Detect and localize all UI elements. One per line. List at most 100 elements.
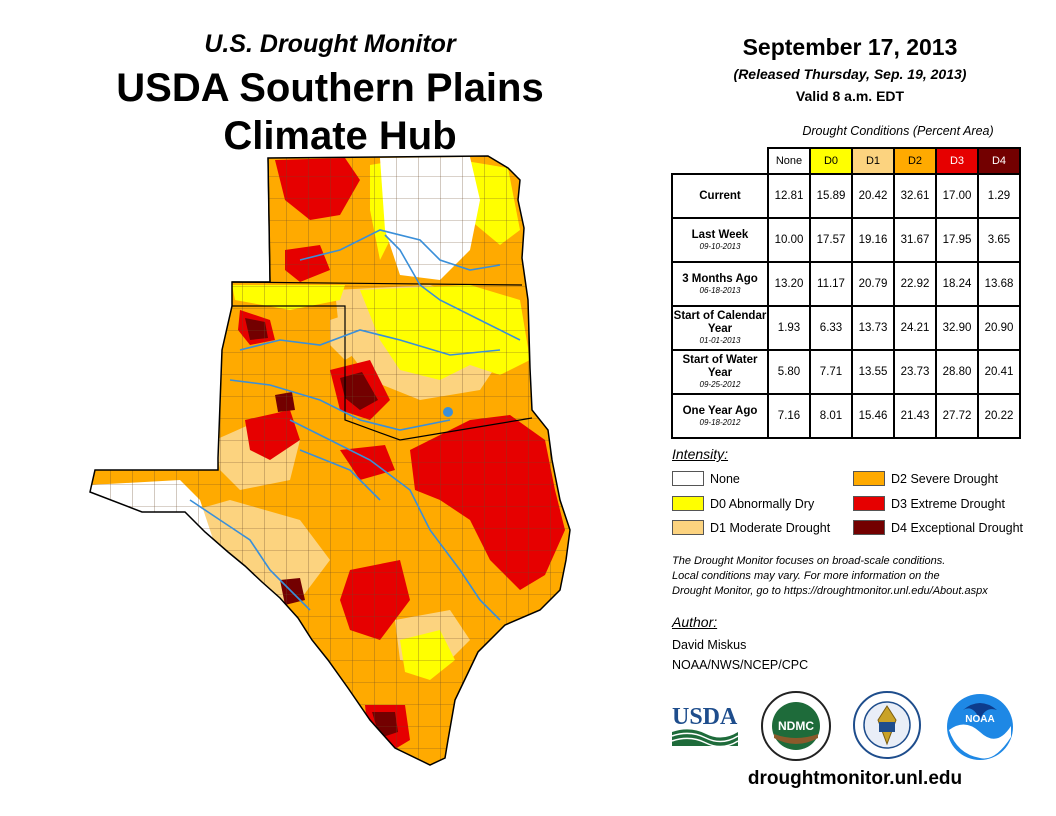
table-row-current: Current 12.81 15.89 20.42 32.61 17.00 1.… xyxy=(671,173,1021,219)
row-label-date: 06-18-2013 xyxy=(699,285,741,295)
lake-texoma xyxy=(443,407,453,417)
table-cell: 20.41 xyxy=(977,349,1021,395)
note-line: Local conditions may vary. For more info… xyxy=(672,570,940,582)
map-title-line1: USDA Southern Plains xyxy=(116,66,544,110)
legend-swatch xyxy=(853,496,885,511)
table-cell: 21.43 xyxy=(893,393,937,439)
legend-item-d2: D2 Severe Drought xyxy=(853,471,998,486)
drought-conditions-table: None D0 D1 D2 D3 D4 Current 12.81 15.89 … xyxy=(671,147,1021,439)
row-label: Current xyxy=(671,173,769,219)
table-cell: 3.65 xyxy=(977,217,1021,263)
note-line: The Drought Monitor focuses on broad-sca… xyxy=(672,555,946,567)
legend-title: Intensity: xyxy=(672,446,729,462)
row-label: Last Week 09-10-2013 xyxy=(671,217,769,263)
valid-time: Valid 8 a.m. EDT xyxy=(795,88,905,104)
row-label-text: Start of Calendar Year xyxy=(673,310,767,335)
table-cell: 32.61 xyxy=(893,173,937,219)
river-canadian xyxy=(239,329,501,356)
table-cell: 5.80 xyxy=(767,349,811,395)
noaa-logo-icon: NOAA xyxy=(947,694,1013,760)
rivers xyxy=(189,229,521,621)
website-url[interactable]: droughtmonitor.unl.edu xyxy=(747,768,963,789)
region-outline xyxy=(89,155,571,766)
row-label-date: 09-18-2012 xyxy=(699,417,741,427)
river-arkansas xyxy=(384,234,521,341)
column-header-none: None xyxy=(767,147,811,175)
river-red xyxy=(229,379,451,431)
legend-label: D4 Exceptional Drought xyxy=(891,520,1024,535)
row-label-text: Last Week xyxy=(691,228,749,241)
table-cell: 1.29 xyxy=(977,173,1021,219)
column-header-d4: D4 xyxy=(977,147,1021,175)
river-colorado xyxy=(299,449,381,501)
row-label: 3 Months Ago 06-18-2013 xyxy=(671,261,769,307)
oklahoma-texas-border xyxy=(232,305,533,441)
table-cell: 17.95 xyxy=(935,217,979,263)
legend-label: D0 Abnormally Dry xyxy=(710,496,815,511)
table-cell: 10.00 xyxy=(767,217,811,263)
table-cell: 8.01 xyxy=(809,393,853,439)
table-row-last-week: Last Week 09-10-2013 10.00 17.57 19.16 31… xyxy=(671,217,1021,263)
kansas-oklahoma-border-west xyxy=(232,157,271,283)
table-cell: 28.80 xyxy=(935,349,979,395)
row-label-text: 3 Months Ago xyxy=(682,272,758,285)
table-cell: 13.55 xyxy=(851,349,895,395)
row-label-date: 09-10-2013 xyxy=(699,241,741,251)
drought-areas xyxy=(90,156,570,765)
table-cell: 6.33 xyxy=(809,305,853,351)
county-boundaries xyxy=(90,156,570,765)
river-smoky-hill xyxy=(299,229,501,271)
table-cell: 13.73 xyxy=(851,305,895,351)
legend-swatch xyxy=(853,520,885,535)
river-brazos xyxy=(289,419,501,621)
table-cell: 13.20 xyxy=(767,261,811,307)
ndmc-logo-text: NDMC xyxy=(778,719,814,733)
table-cell: 31.67 xyxy=(893,217,937,263)
column-header-d2: D2 xyxy=(893,147,937,175)
table-cell: 11.17 xyxy=(809,261,853,307)
legend-label: D1 Moderate Drought xyxy=(710,520,831,535)
note-line: Drought Monitor, go to https://droughtmo… xyxy=(672,585,988,597)
column-header-d1: D1 xyxy=(851,147,895,175)
row-label: Start of Calendar Year 01-01-2013 xyxy=(671,305,769,351)
row-label: Start of Water Year 09-25-2012 xyxy=(671,349,769,395)
legend-swatch xyxy=(672,520,704,535)
map-title-line2: Climate Hub xyxy=(223,114,457,158)
release-date: (Released Thursday, Sep. 19, 2013) xyxy=(733,66,967,82)
table-corner xyxy=(672,148,768,174)
usda-logo-icon: USDA xyxy=(671,704,739,748)
table-cell: 15.46 xyxy=(851,393,895,439)
map-subtitle: U.S. Drought Monitor xyxy=(204,30,456,58)
table-row-start-of-calendar-year: Start of Calendar Year 01-01-2013 1.93 6.… xyxy=(671,305,1021,351)
row-label-text: Start of Water Year xyxy=(682,354,758,379)
table-cell: 7.71 xyxy=(809,349,853,395)
table-row-one-year-ago: One Year Ago 09-18-2012 7.16 8.01 15.46 2… xyxy=(671,393,1021,439)
row-label-text: Current xyxy=(699,189,741,202)
table-header-row: None D0 D1 D2 D3 D4 xyxy=(672,147,1021,175)
legend-item-d0: D0 Abnormally Dry xyxy=(672,496,814,511)
table-cell: 24.21 xyxy=(893,305,937,351)
ndmc-logo-icon: NDMC xyxy=(761,691,831,761)
legend-label: None xyxy=(710,471,740,486)
table-cell: 20.42 xyxy=(851,173,895,219)
table-cell: 20.22 xyxy=(977,393,1021,439)
drought-map xyxy=(89,155,571,766)
doc-seal-icon xyxy=(853,691,921,759)
table-cell: 23.73 xyxy=(893,349,937,395)
row-label-text: One Year Ago xyxy=(682,404,758,417)
legend-swatch xyxy=(672,496,704,511)
table-cell: 18.24 xyxy=(935,261,979,307)
legend-swatch xyxy=(672,471,704,486)
river-pecos xyxy=(189,499,311,611)
legend-label: D2 Severe Drought xyxy=(891,471,999,486)
table-cell: 17.00 xyxy=(935,173,979,219)
table-cell: 22.92 xyxy=(893,261,937,307)
kansas-oklahoma-border xyxy=(231,281,523,286)
table-cell: 1.93 xyxy=(767,305,811,351)
table-cell: 13.68 xyxy=(977,261,1021,307)
table-cell: 27.72 xyxy=(935,393,979,439)
table-caption: Drought Conditions (Percent Area) xyxy=(802,124,994,138)
table-cell: 20.79 xyxy=(851,261,895,307)
table-cell: 19.16 xyxy=(851,217,895,263)
row-label-date: 01-01-2013 xyxy=(699,336,741,345)
